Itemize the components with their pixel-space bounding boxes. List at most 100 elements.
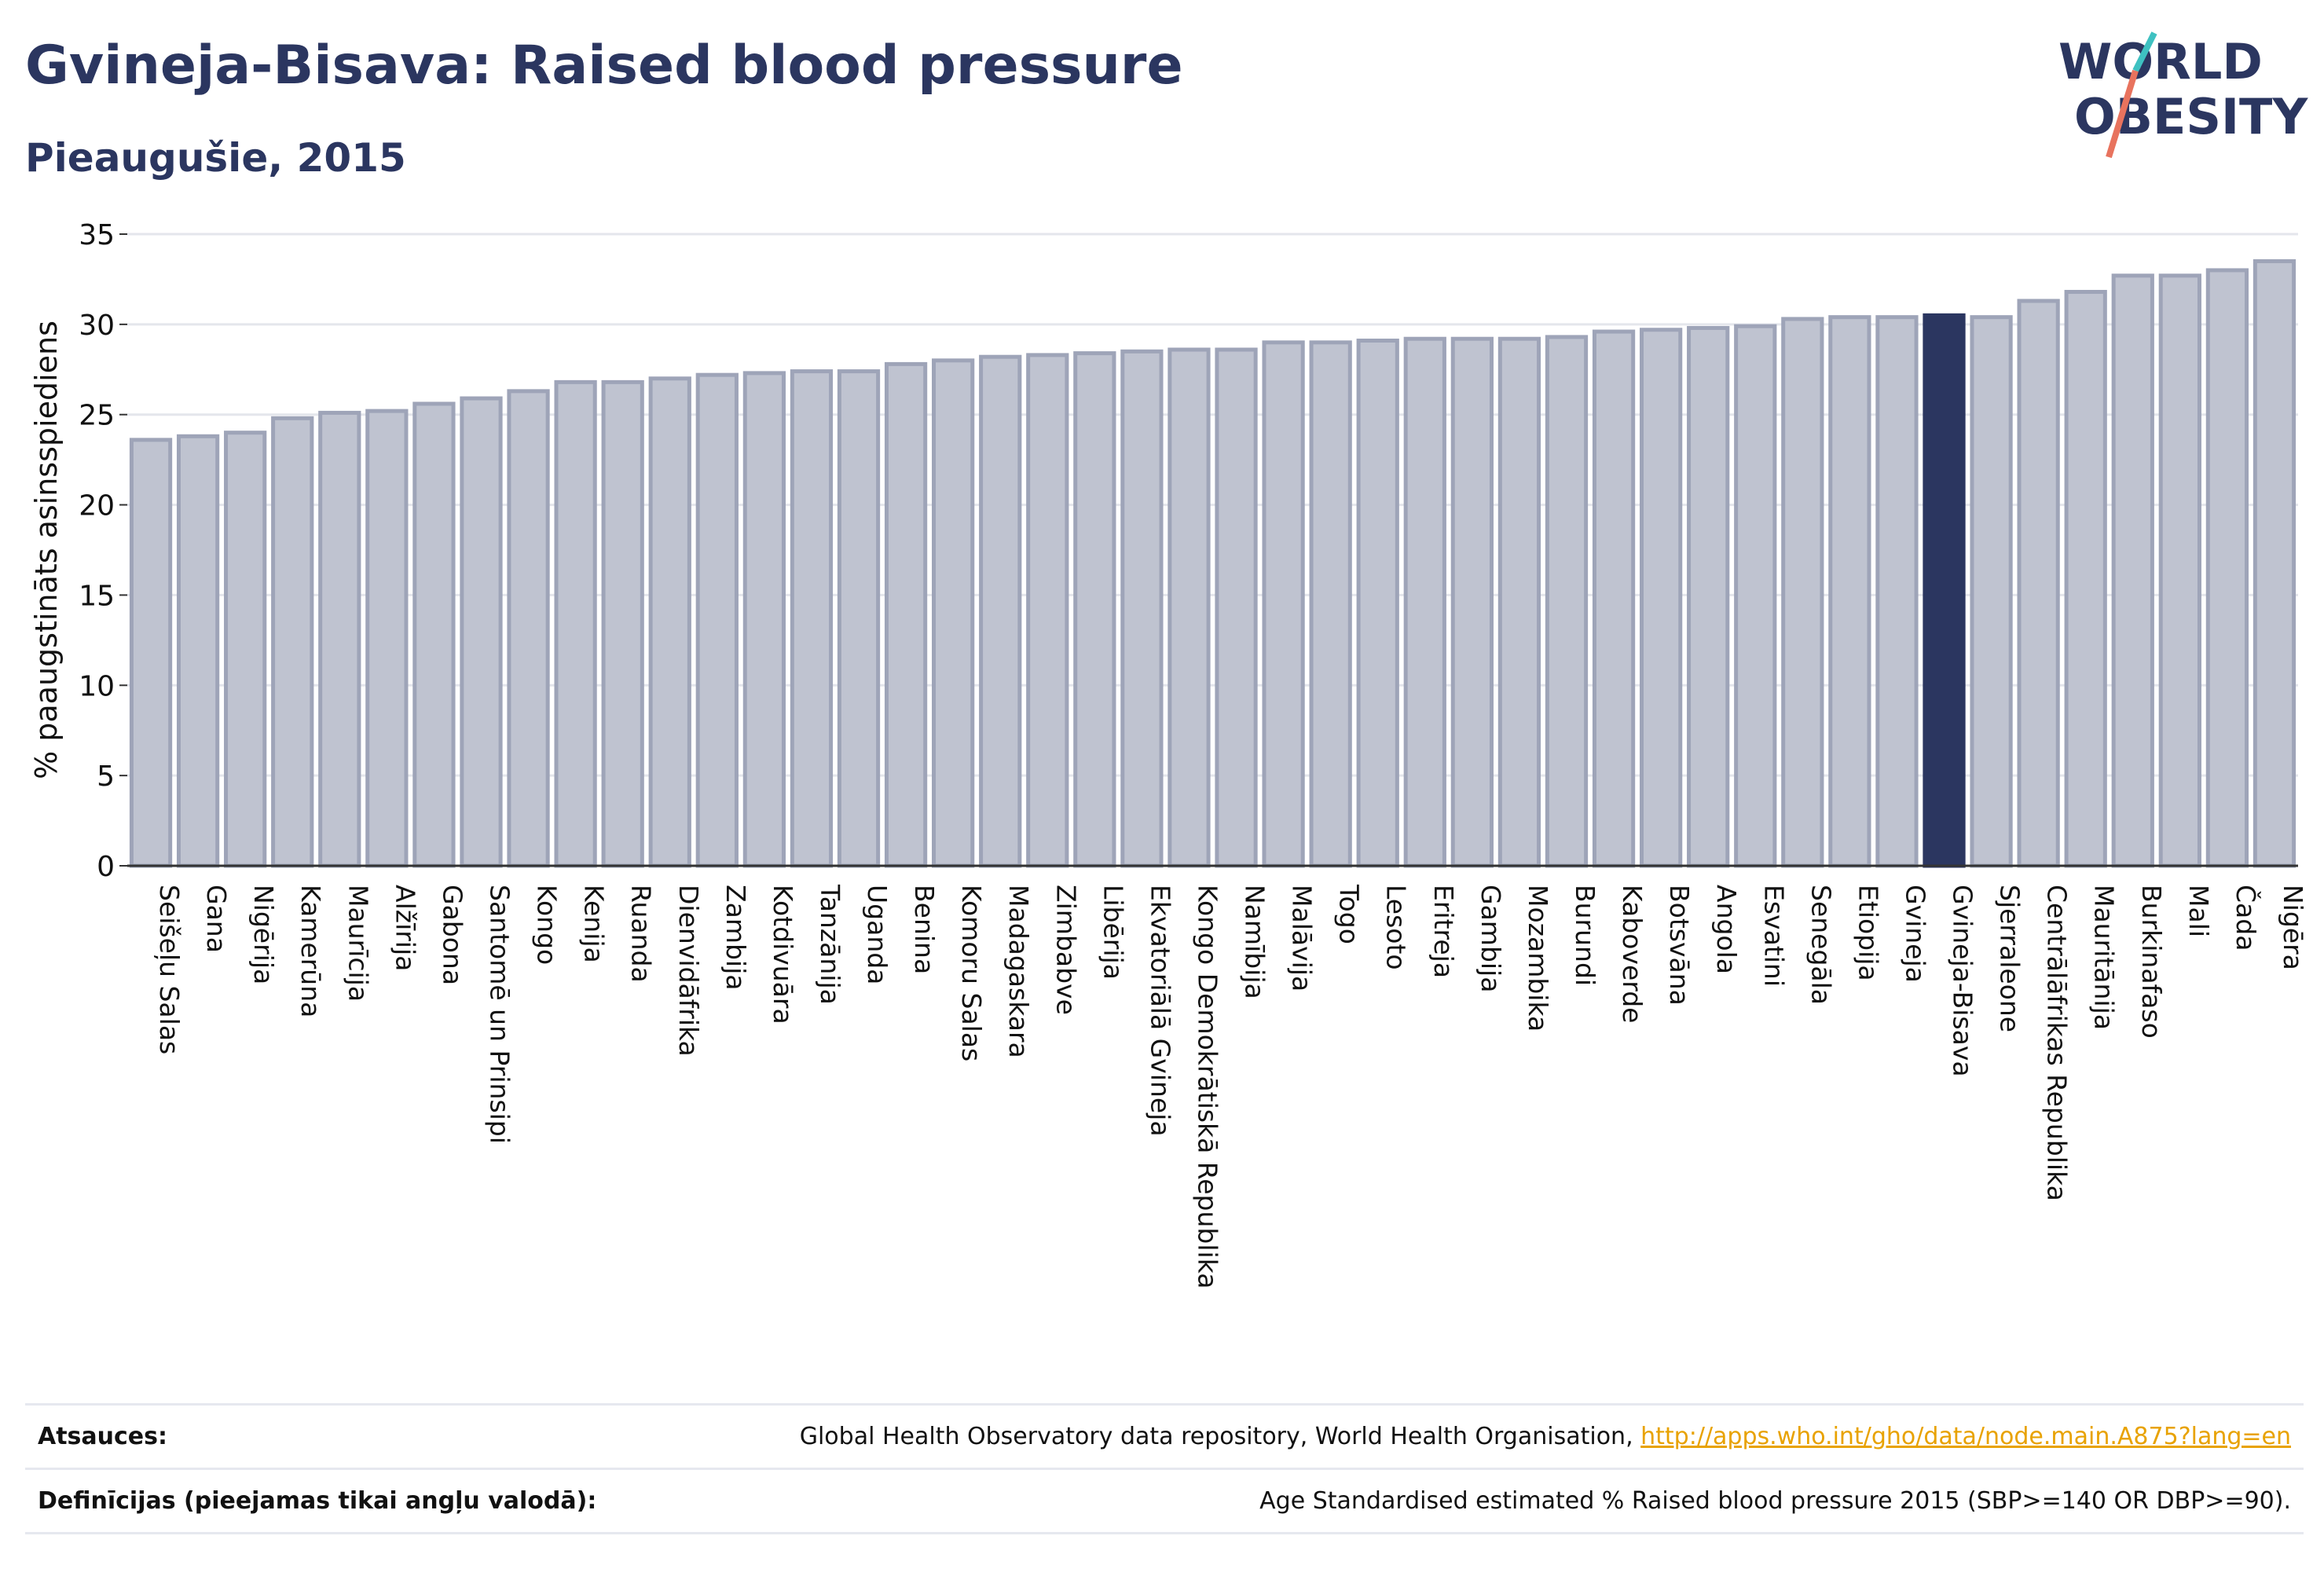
bar-chart: 0 5 10 15 20 25 30 35 Seišeļu Salas Gana Nigērija K… xyxy=(29,219,2308,1288)
bar xyxy=(1875,315,1919,868)
bar xyxy=(1026,353,1069,868)
sources-link[interactable]: http://apps.who.int/gho/data/node.main.A… xyxy=(1640,1423,2291,1450)
x-tick-label: Togo xyxy=(1334,884,1365,944)
x-tick-label: Kotdivuāra xyxy=(768,885,798,1024)
x-tick-label: Maurīcija xyxy=(343,885,373,1002)
bar xyxy=(1073,351,1116,868)
bar xyxy=(2158,273,2201,868)
bar xyxy=(1592,329,1636,868)
x-tick-label: Mozambika xyxy=(1523,885,1553,1032)
bar xyxy=(554,379,597,868)
x-tick-label: Nigērija xyxy=(248,885,279,984)
x-tick-label: Mauritānija xyxy=(2089,885,2120,1030)
x-tick-label: Kongo xyxy=(532,885,563,965)
bar xyxy=(507,389,550,868)
bar xyxy=(742,371,786,868)
x-tick-label: Zambija xyxy=(720,885,751,990)
x-tick-label: Tanzānija xyxy=(815,884,845,1005)
x-tick-label: Kamerūna xyxy=(295,885,326,1017)
x-tick-label: Kaboverde xyxy=(1617,885,1648,1024)
x-tick-label: Benina xyxy=(909,885,940,974)
bar xyxy=(271,416,314,868)
x-tick-label: Esvatini xyxy=(1758,885,1789,987)
bar xyxy=(2064,290,2107,868)
bar xyxy=(365,409,409,868)
axes: 0 5 10 15 20 25 30 35 Seišeļu Salas Gana Nigērija K… xyxy=(79,219,2308,1288)
bar xyxy=(1545,335,1589,868)
x-tick-label: Eritreja xyxy=(1428,885,1459,978)
bar xyxy=(412,401,456,868)
x-tick-label: Dienvidāfrika xyxy=(673,885,704,1057)
bar xyxy=(1309,340,1352,868)
x-tick-label: Madagaskara xyxy=(1003,885,1034,1058)
chart-title: Gvineja-Bisava: Raised blood pressure xyxy=(25,35,1183,97)
bar xyxy=(1734,324,1777,868)
x-tick-label: Namībija xyxy=(1240,885,1270,999)
bar xyxy=(837,369,881,868)
x-tick-label: Komoru Salas xyxy=(956,885,987,1061)
x-tick-label: Čada xyxy=(2231,885,2262,951)
bar xyxy=(1262,340,1305,868)
y-tick-label: 15 xyxy=(79,580,115,612)
x-tick-label: Seišeļu Salas xyxy=(154,885,185,1054)
bar xyxy=(1687,325,1730,868)
x-tick-label: Botsvāna xyxy=(1664,885,1695,1006)
bar xyxy=(1450,336,1494,868)
bar xyxy=(601,379,644,868)
x-tick-label: Alžīrija xyxy=(390,885,420,971)
sources-text: Global Health Observatory data repositor… xyxy=(799,1423,1641,1450)
x-tick-label: Mali xyxy=(2183,885,2214,937)
x-tick-label: Ekvatoriālā Gvineja xyxy=(1145,885,1175,1137)
bar xyxy=(695,372,739,868)
x-tick-label: Libērija xyxy=(1098,885,1128,980)
y-tick-label: 5 xyxy=(97,761,115,793)
bar xyxy=(648,376,691,868)
bar xyxy=(460,396,503,868)
y-tick-label: 20 xyxy=(79,490,115,522)
bar xyxy=(1356,339,1399,868)
bar xyxy=(979,354,1022,868)
definitions-row: Definīcijas (pieejamas tikai angļu valod… xyxy=(25,1468,2304,1533)
x-tick-label: Kongo Demokrātiskā Republika xyxy=(1192,885,1222,1288)
bar xyxy=(884,361,928,868)
y-tick-label: 30 xyxy=(79,310,115,342)
bar xyxy=(318,410,361,868)
bar xyxy=(2253,258,2297,868)
x-tick-label: Burundi xyxy=(1570,885,1600,986)
x-tick-label: Malāvija xyxy=(1287,885,1318,991)
bar xyxy=(1639,328,1683,868)
sources-label: Atsauces: xyxy=(38,1423,167,1450)
bar xyxy=(2111,273,2154,868)
bar xyxy=(1828,315,1871,868)
x-tick-label: Etiopija xyxy=(1853,885,1883,981)
sources-row: Atsauces: Global Health Observatory data… xyxy=(25,1403,2304,1468)
x-tick-label: Gambija xyxy=(1475,885,1506,992)
footer-divider xyxy=(25,1532,2304,1534)
x-tick-label: Kenija xyxy=(579,885,610,963)
x-tick-label: Gvineja-Bisava xyxy=(1948,885,1978,1077)
y-tick-label: 0 xyxy=(97,851,115,883)
x-tick-label: Senegāla xyxy=(1805,885,1836,1005)
logo-slash-red xyxy=(2106,69,2139,159)
bar xyxy=(932,358,975,868)
logo-word-world: WORLD xyxy=(2058,33,2263,90)
bar xyxy=(1781,317,1824,868)
bar xyxy=(1120,349,1164,868)
x-tick-label: Sjerraleone xyxy=(1995,885,2025,1032)
chart-subtitle: Pieaugušie, 2015 xyxy=(25,135,406,181)
x-tick-label: Gana xyxy=(201,885,232,953)
bar xyxy=(790,369,834,868)
x-tick-label: Ruanda xyxy=(626,885,657,983)
bar xyxy=(2205,268,2249,868)
x-tick-label: Angola xyxy=(1711,885,1742,974)
definitions-label: Definīcijas (pieejamas tikai angļu valod… xyxy=(38,1487,597,1515)
y-axis-label: % paaugstināts asinsspiediens xyxy=(29,321,64,779)
logo-slash-teal xyxy=(2132,31,2157,72)
bar xyxy=(2017,299,2060,868)
x-tick-label: Lesoto xyxy=(1381,885,1412,970)
bar xyxy=(1403,336,1446,868)
x-tick-label: Nigēra xyxy=(2278,885,2308,970)
world-obesity-logo: WORLD OBESITY xyxy=(2058,31,2308,159)
bar xyxy=(224,431,267,868)
x-tick-label: Centrālāfrikas Republika xyxy=(2042,885,2073,1201)
